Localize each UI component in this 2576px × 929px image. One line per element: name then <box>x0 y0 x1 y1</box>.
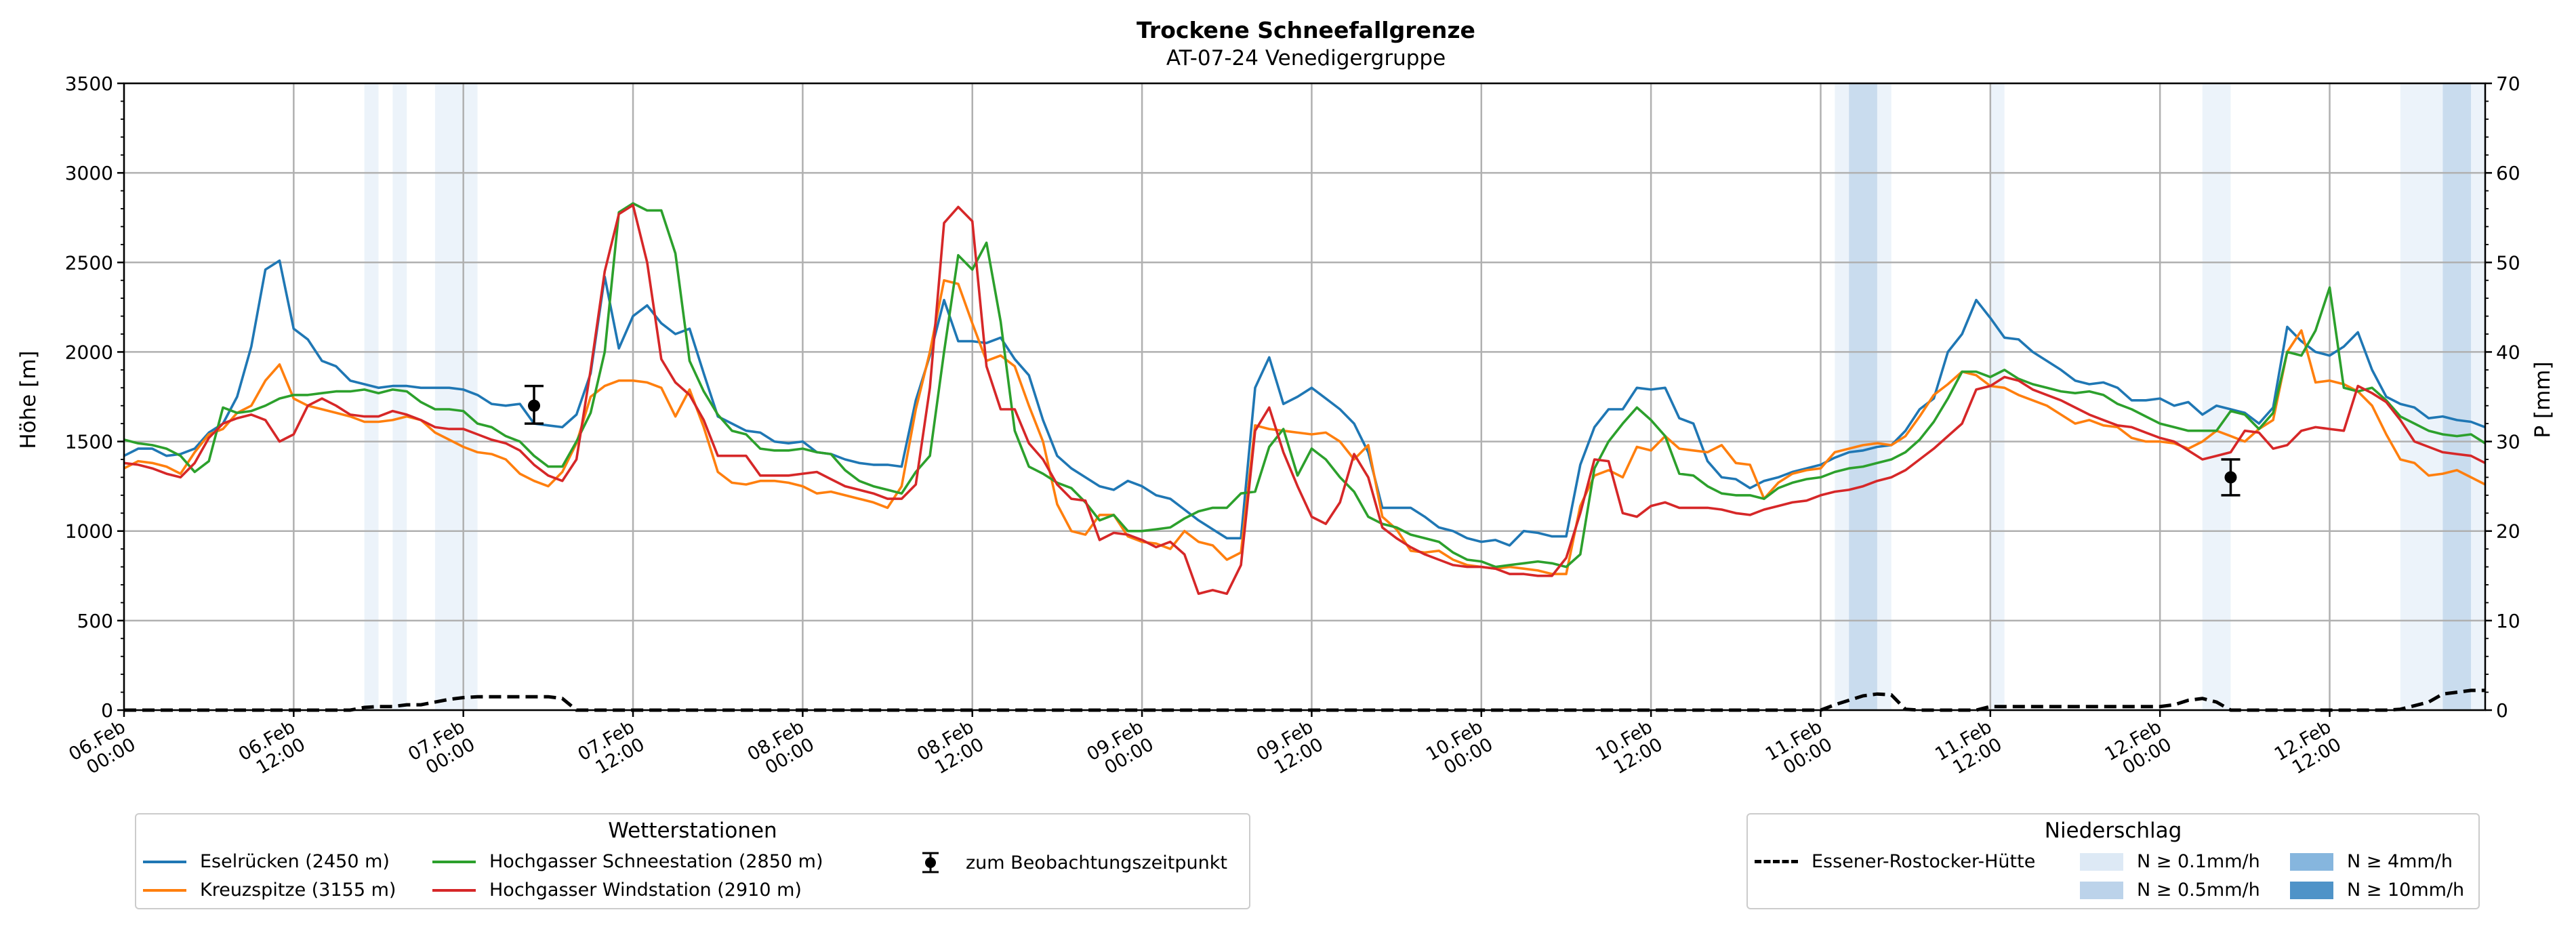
x-tick-label-6: 09.Feb00:00 <box>1083 716 1157 783</box>
legend-precip: Niederschlag Essener-Rostocker-Hütte N ≥… <box>1746 813 2480 909</box>
observation-point-0 <box>525 384 544 425</box>
x-tick-label-1: 06.Feb12:00 <box>235 716 309 783</box>
x-tick-label-7: 09.Feb12:00 <box>1253 716 1327 783</box>
legend-item-observation: zum Beobachtungszeitpunkt <box>909 851 1227 874</box>
precip-band-8 <box>2400 83 2443 710</box>
series-line-0 <box>123 259 2486 547</box>
x-tick-label-10: 11.Feb00:00 <box>1762 716 1836 783</box>
chart-subtitle: AT-07-24 Venedigergruppe <box>1166 46 1446 70</box>
legend-swatch-windstation <box>432 888 476 892</box>
y2-tick-label-7: 70 <box>2496 73 2520 95</box>
legend-label-hut: Essener-Rostocker-Hütte <box>1812 851 2036 872</box>
y-tick-label-3: 1500 <box>65 431 113 453</box>
series <box>123 202 2486 595</box>
plot-frame <box>123 82 2487 711</box>
y-tick-label-1: 500 <box>77 610 113 632</box>
legend-item-level-0: N ≥ 0.1mm/h <box>2080 851 2260 872</box>
precip-band-0 <box>364 83 379 710</box>
legend-stations-title: Wetterstationen <box>608 819 777 843</box>
series-line-3 <box>123 203 2486 595</box>
legend-item-schneestation: Hochgasser Schneestation (2850 m) <box>432 851 823 872</box>
precip-band-7 <box>2202 83 2231 710</box>
x-tick-label-2: 07.Feb00:00 <box>405 716 478 783</box>
legend-precip-title: Niederschlag <box>2044 819 2182 843</box>
y2-tick-label-0: 0 <box>2496 699 2508 722</box>
chart-title: Trockene Schneefallgrenze <box>1137 17 1475 43</box>
y-tick-label-4: 2000 <box>65 341 113 363</box>
precip-band-5 <box>1877 83 1892 710</box>
legend-item-windstation: Hochgasser Windstation (2910 m) <box>432 880 802 901</box>
observation-point-1 <box>2221 458 2241 497</box>
precip-band-2 <box>434 83 478 710</box>
x-tick-label-0: 06.Feb00:00 <box>65 716 139 783</box>
series-line-2 <box>123 202 2486 569</box>
x-tick-label-9: 10.Feb12:00 <box>1593 716 1667 783</box>
x-tick-label-5: 08.Feb12:00 <box>914 716 987 783</box>
x-tick-label-13: 12.Feb12:00 <box>2271 716 2345 783</box>
x-tick-label-4: 08.Feb00:00 <box>744 716 818 783</box>
precip-band-10 <box>2471 83 2485 710</box>
legend-label-level-3: N ≥ 10mm/h <box>2347 880 2465 901</box>
y2-axis-label: P [mm] <box>2531 361 2555 438</box>
legend-label-level-0: N ≥ 0.1mm/h <box>2137 851 2260 872</box>
axes: 0 500 1000 1500 2000 2500 3000 3500 0 10 20 30 40 50 6… <box>65 73 2520 783</box>
x-tick-label-12: 12.Feb00:00 <box>2102 716 2175 783</box>
precip-band-9 <box>2442 83 2472 710</box>
legend-label-kreuzspitze: Kreuzspitze (3155 m) <box>200 880 396 901</box>
legend-item-level-2: N ≥ 4mm/h <box>2290 851 2453 872</box>
y-tick-label-7: 3500 <box>65 73 113 95</box>
legend-swatch-hut <box>1755 860 1798 863</box>
legend-label-level-2: N ≥ 4mm/h <box>2347 851 2453 872</box>
y2-tick-label-4: 40 <box>2496 341 2520 363</box>
precip-line-path <box>124 688 2485 712</box>
legend-swatch-kreuzspitze <box>143 888 186 892</box>
legend-label-schneestation: Hochgasser Schneestation (2850 m) <box>489 851 823 872</box>
legend-label-observation: zum Beobachtungszeitpunkt <box>966 852 1227 873</box>
precip-bands <box>364 83 2485 710</box>
y2-tick-label-5: 50 <box>2496 251 2520 274</box>
y2-tick-label-2: 20 <box>2496 520 2520 543</box>
legend-item-hut: Essener-Rostocker-Hütte <box>1755 851 2035 872</box>
legend-label-eselruecken: Eselrücken (2450 m) <box>200 851 390 872</box>
series-line-1 <box>123 278 2486 575</box>
legend-swatch-eselruecken <box>143 860 186 863</box>
x-tick-label-8: 10.Feb00:00 <box>1423 716 1496 783</box>
y-tick-label-2: 1000 <box>65 520 113 543</box>
precip-band-3 <box>1835 83 1849 710</box>
precip-band-4 <box>1849 83 1877 710</box>
x-tick-label-11: 11.Feb12:00 <box>1931 716 2005 783</box>
legend-swatch-schneestation <box>432 860 476 863</box>
legend-item-level-3: N ≥ 10mm/h <box>2290 880 2464 901</box>
y-axis-label: Höhe [m] <box>16 350 41 449</box>
legend-patch-level-3 <box>2290 881 2333 899</box>
observation-marker-icon <box>922 852 939 873</box>
legend-stations: Wetterstationen Eselrücken (2450 m) Kreu… <box>135 813 1250 909</box>
legend-item-level-1: N ≥ 0.5mm/h <box>2080 880 2260 901</box>
legend-patch-level-1 <box>2080 881 2123 899</box>
legend-label-level-1: N ≥ 0.5mm/h <box>2137 880 2260 901</box>
y-tick-label-6: 3000 <box>65 162 113 184</box>
y2-tick-label-3: 30 <box>2496 431 2520 453</box>
observations <box>525 384 2241 497</box>
y2-tick-label-6: 60 <box>2496 162 2520 184</box>
legend-item-kreuzspitze: Kreuzspitze (3155 m) <box>143 880 396 901</box>
legend-patch-level-0 <box>2080 852 2123 871</box>
legend-item-eselruecken: Eselrücken (2450 m) <box>143 851 390 872</box>
precip-line <box>124 688 2485 712</box>
legend-label-windstation: Hochgasser Windstation (2910 m) <box>489 880 802 901</box>
observation-marker <box>528 399 541 412</box>
observation-marker <box>2224 471 2237 484</box>
precip-band-6 <box>1990 83 2005 710</box>
legend-patch-level-2 <box>2290 852 2333 871</box>
y-tick-label-0: 0 <box>101 699 113 722</box>
y2-tick-label-1: 10 <box>2496 610 2520 632</box>
y-tick-label-5: 2500 <box>65 251 113 274</box>
precip-band-1 <box>392 83 407 710</box>
x-tick-label-3: 07.Feb12:00 <box>574 716 648 783</box>
